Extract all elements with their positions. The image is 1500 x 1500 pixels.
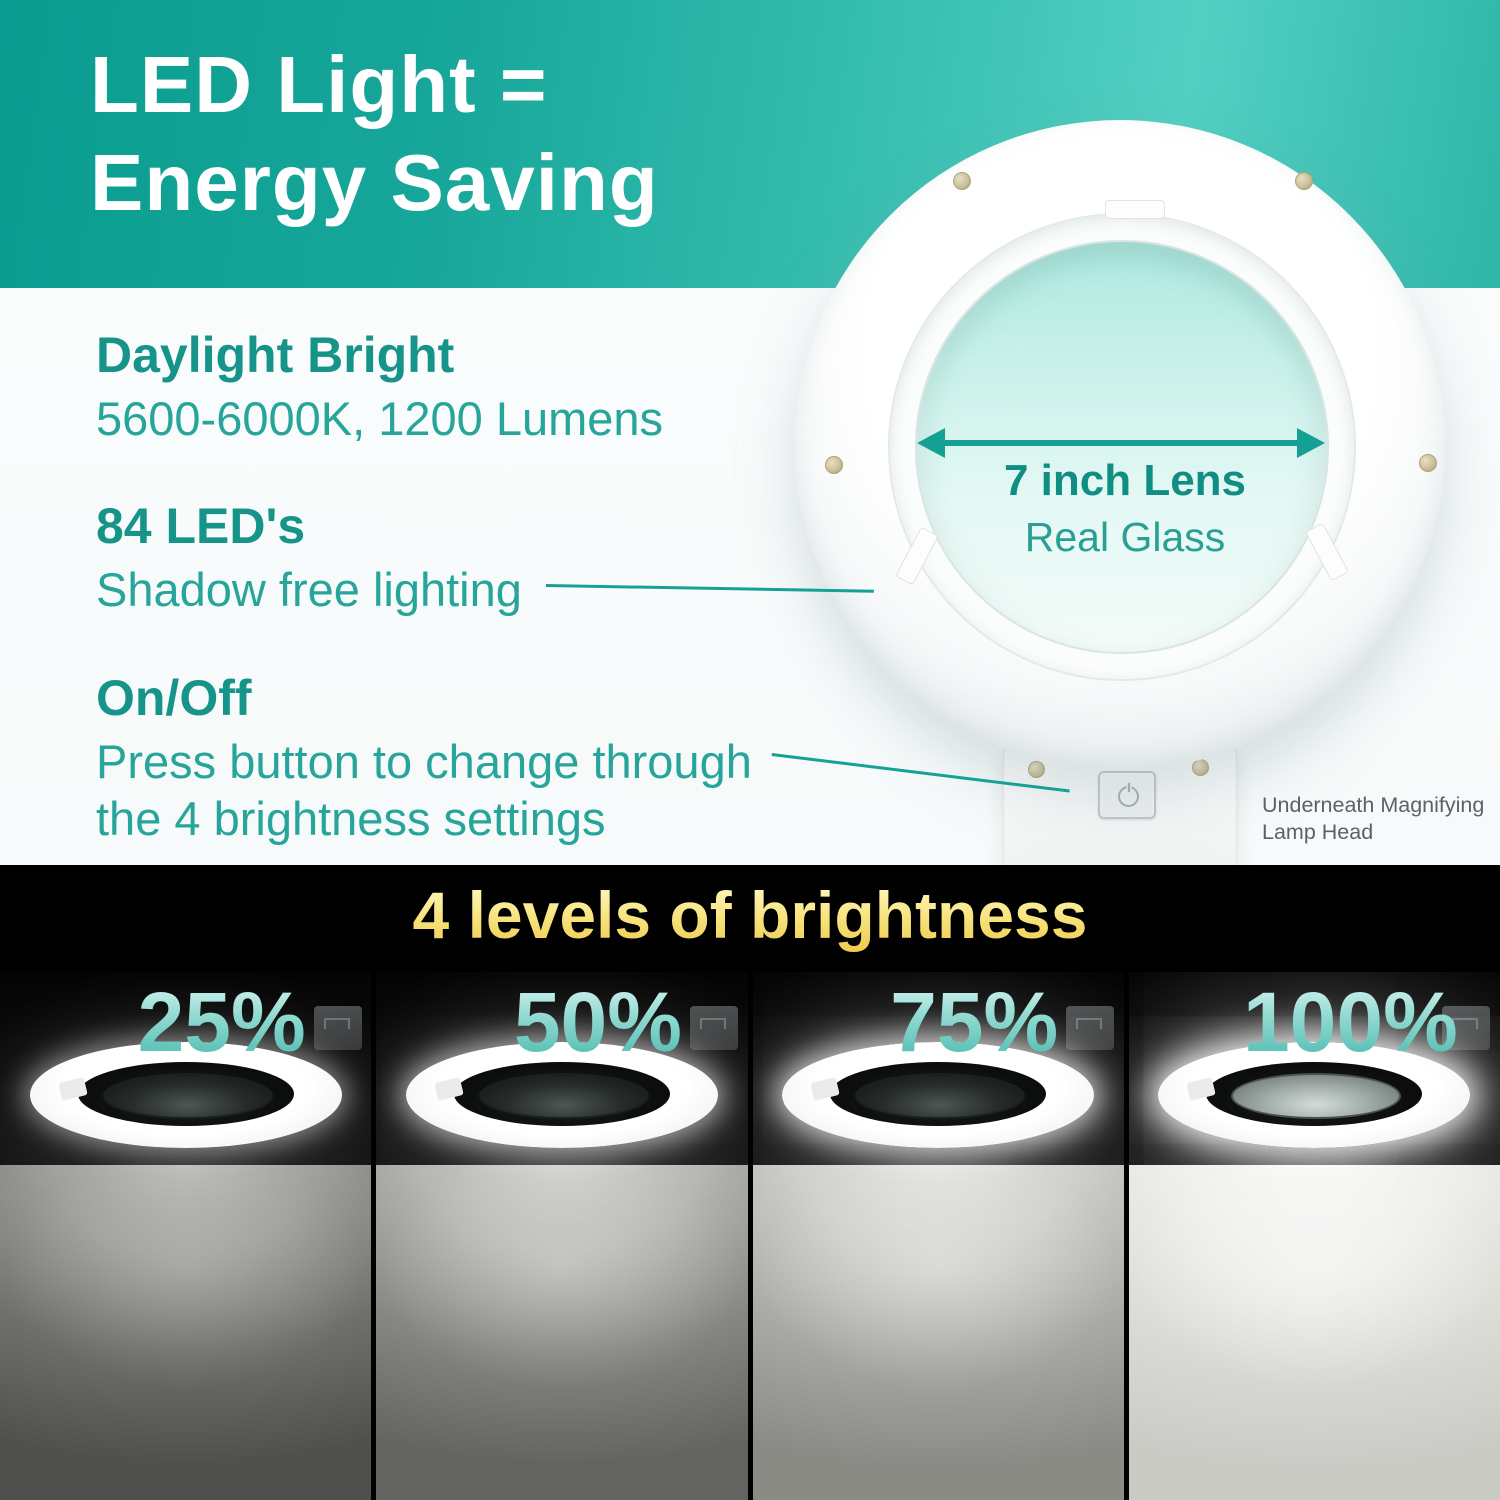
page-title-line1: LED Light =: [90, 40, 548, 129]
brightness-panel-100: 100%: [1128, 972, 1500, 1500]
feature-heading: 84 LED's: [96, 498, 306, 555]
lamp-arm-bracket: [1442, 1006, 1491, 1050]
light-pool: [381, 1147, 742, 1387]
feature-heading: On/Off: [96, 669, 252, 726]
glass-lens: [915, 240, 1329, 654]
feature-daylight-bright: Daylight Bright 5600-6000K, 1200 Lumens: [96, 330, 796, 447]
feature-detail: the 4 brightness settings: [96, 791, 606, 845]
brightness-section: 4 levels of brightness 25%: [0, 865, 1500, 1500]
brightness-panels: 25% 50%: [0, 972, 1500, 1500]
lens-opening: [1206, 1062, 1423, 1126]
lit-wall: [376, 1165, 748, 1500]
ring-lamp-photo: [29, 1042, 342, 1148]
lit-wall: [752, 1165, 1124, 1500]
screw-icon: [825, 456, 843, 474]
ring-lamp-photo: [1158, 1042, 1471, 1148]
lit-wall: [0, 1165, 372, 1500]
ring-lamp-photo: [782, 1042, 1095, 1148]
photo-caption-line2: Lamp Head: [1262, 819, 1374, 844]
photo-caption-line1: Underneath Magnifying: [1262, 793, 1485, 817]
brightness-percent-label: 50%: [412, 974, 747, 1071]
feature-detail: 5600-6000K, 1200 Lumens: [96, 392, 664, 445]
lens-glass: [102, 1073, 273, 1119]
feature-detail: Shadow free lighting: [96, 563, 522, 617]
page-title: LED Light = Energy Saving: [90, 36, 659, 231]
brightness-percent-label: 25%: [36, 974, 371, 1071]
feature-on-off: On/Off Press button to change through th…: [96, 673, 796, 848]
brightness-section-title: 4 levels of brightness: [0, 877, 1500, 953]
magnifying-lamp-head: 7 inch Lens Real Glass: [795, 120, 1445, 770]
brightness-panel-75: 75%: [752, 972, 1124, 1500]
light-pool: [5, 1147, 366, 1387]
photo-caption: Underneath Magnifying Lamp Head: [1262, 792, 1492, 845]
feature-detail: Press button to change through: [96, 734, 752, 788]
feature-list: Daylight Bright 5600-6000K, 1200 Lumens …: [96, 330, 796, 847]
screw-icon: [1028, 761, 1045, 778]
brightness-percent-label: 75%: [789, 974, 1124, 1071]
lens-dimension-label: 7 inch Lens: [1003, 456, 1247, 505]
lens-glass: [1231, 1073, 1402, 1119]
power-button: [1098, 771, 1156, 819]
light-pool: [758, 1147, 1119, 1387]
arrow-left-icon: [917, 428, 945, 458]
ring-lamp-photo: [405, 1042, 718, 1148]
lens-opening: [453, 1062, 670, 1126]
glowing-ring: [782, 1042, 1095, 1148]
lens-glass: [855, 1073, 1026, 1119]
lamp-arm-bracket: [689, 1006, 738, 1050]
lens-material-label: Real Glass: [1024, 514, 1226, 560]
screw-icon: [1295, 172, 1313, 190]
power-icon: [1118, 783, 1139, 807]
page-title-line2: Energy Saving: [90, 137, 659, 227]
bezel-tab: [1105, 200, 1165, 219]
lens-opening: [77, 1062, 294, 1126]
light-pool: [1134, 1147, 1495, 1387]
lamp-arm-bracket: [1066, 1006, 1115, 1050]
lens-diameter-arrow: [941, 440, 1301, 446]
lens-glass: [478, 1073, 649, 1119]
brightness-percent-label: 100%: [1165, 974, 1500, 1071]
feature-heading: Daylight Bright: [96, 327, 455, 383]
feature-84-leds: 84 LED's Shadow free lighting: [96, 501, 796, 618]
screw-icon: [1419, 454, 1437, 472]
lens-opening: [830, 1062, 1047, 1126]
screw-icon: [953, 172, 971, 190]
arrow-right-icon: [1297, 428, 1325, 458]
brightness-panel-50: 50%: [376, 972, 748, 1500]
brightness-panel-25: 25%: [0, 972, 372, 1500]
glowing-ring: [1158, 1042, 1471, 1148]
glowing-ring: [405, 1042, 718, 1148]
lamp-arm-bracket: [313, 1006, 362, 1050]
